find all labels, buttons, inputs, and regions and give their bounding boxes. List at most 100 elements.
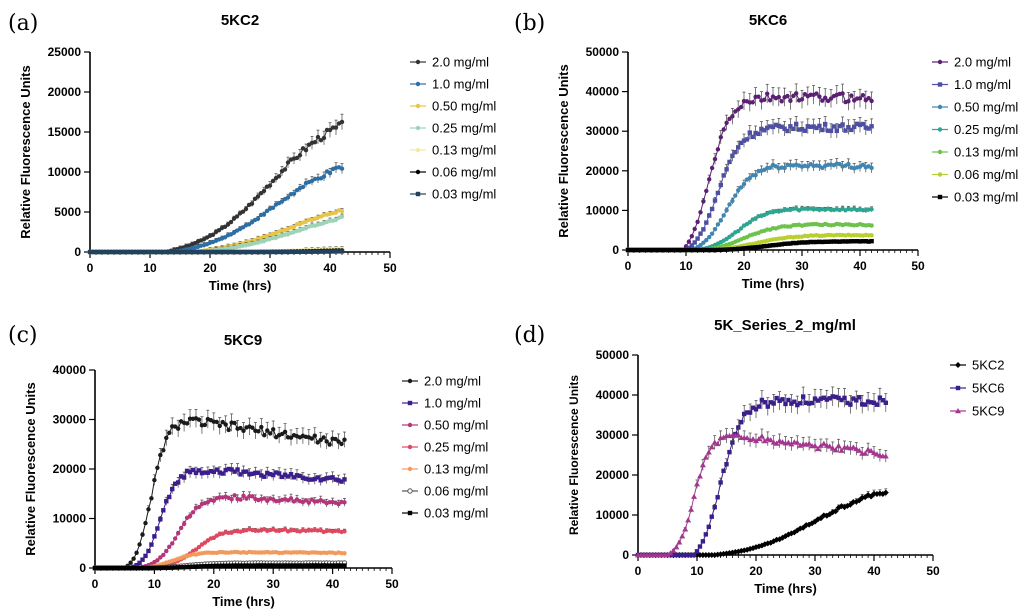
data-point — [750, 134, 755, 140]
data-point — [228, 219, 234, 225]
series-0-50-mg-ml — [625, 158, 874, 253]
data-point — [250, 563, 255, 568]
legend-item: 0.03 mg/ml — [932, 190, 1018, 205]
data-point — [744, 434, 751, 441]
data-point — [756, 94, 761, 99]
data-point — [700, 539, 706, 544]
data-point — [707, 234, 712, 240]
data-point — [321, 435, 326, 440]
data-point — [279, 199, 285, 204]
data-point — [802, 128, 808, 133]
data-point — [315, 440, 320, 445]
data-point — [250, 494, 255, 499]
y-tick-label: 40000 — [596, 388, 630, 402]
data-point — [271, 563, 276, 568]
data-point — [860, 162, 866, 168]
data-point — [250, 425, 255, 430]
legend-marker — [937, 194, 943, 200]
data-point — [199, 470, 205, 476]
data-point — [709, 165, 715, 171]
data-point — [241, 428, 246, 433]
legend-marker — [407, 510, 413, 516]
data-point — [324, 439, 329, 444]
data-point — [261, 188, 267, 194]
legend-item: 0.25 mg/ml — [410, 121, 496, 136]
data-point — [797, 442, 804, 448]
data-point — [153, 249, 159, 255]
data-point — [143, 565, 148, 571]
data-point — [231, 249, 237, 255]
data-point — [815, 398, 821, 403]
data-point — [249, 201, 255, 206]
data-point — [715, 495, 720, 500]
data-point — [268, 431, 273, 436]
data-point — [214, 419, 219, 425]
data-point — [339, 208, 345, 214]
data-point — [765, 404, 770, 409]
y-tick-label: 20000 — [586, 164, 620, 178]
data-point — [149, 542, 154, 547]
data-point — [211, 535, 216, 541]
data-point — [192, 249, 198, 255]
legend-label: 0.03 mg/ml — [954, 190, 1018, 205]
data-point — [869, 233, 874, 238]
data-point — [683, 247, 689, 253]
data-point — [695, 236, 700, 241]
data-point — [189, 249, 195, 255]
data-point — [168, 249, 174, 255]
data-point — [288, 435, 294, 440]
data-point — [865, 446, 872, 452]
data-point — [796, 127, 802, 132]
data-point — [116, 565, 121, 571]
data-point — [214, 563, 219, 569]
data-point — [736, 145, 741, 150]
data-point — [321, 563, 326, 568]
data-point — [625, 247, 631, 253]
data-point — [159, 249, 165, 255]
data-point — [196, 544, 202, 550]
data-point — [860, 239, 866, 244]
data-point — [849, 239, 854, 244]
data-point — [753, 172, 758, 178]
data-point — [814, 125, 819, 131]
data-point — [869, 207, 874, 212]
data-point — [785, 241, 790, 246]
x-tick-label: 40 — [853, 259, 867, 273]
x-tick-label: 20 — [749, 564, 763, 578]
data-point — [817, 442, 824, 448]
data-point — [253, 470, 258, 476]
data-point — [297, 563, 303, 568]
data-point — [225, 222, 231, 227]
data-point — [776, 242, 781, 247]
data-point — [857, 96, 863, 101]
data-point — [187, 564, 193, 570]
data-point — [828, 128, 834, 134]
data-point — [271, 472, 276, 478]
data-point — [703, 532, 709, 537]
data-point — [333, 125, 339, 130]
data-point — [164, 499, 169, 504]
data-point — [303, 147, 309, 153]
data-point — [177, 249, 183, 255]
data-point — [262, 474, 267, 479]
legend-label: 5KC2 — [972, 358, 1005, 373]
data-point — [207, 249, 213, 255]
data-point — [294, 563, 300, 568]
data-point — [291, 249, 297, 255]
data-point — [767, 98, 773, 103]
data-point — [339, 166, 345, 171]
data-point — [628, 247, 634, 253]
data-point — [294, 155, 300, 161]
x-tick-label: 10 — [690, 564, 704, 578]
legend-item: 0.13 mg/ml — [402, 462, 488, 477]
data-point — [172, 481, 178, 486]
data-point — [676, 539, 683, 545]
data-point — [327, 442, 332, 447]
data-point — [820, 98, 825, 103]
data-point — [736, 425, 741, 430]
data-point — [282, 563, 288, 568]
x-tick-label: 20 — [737, 259, 751, 273]
data-point — [270, 205, 276, 211]
data-point — [832, 508, 839, 515]
data-point — [241, 493, 246, 498]
